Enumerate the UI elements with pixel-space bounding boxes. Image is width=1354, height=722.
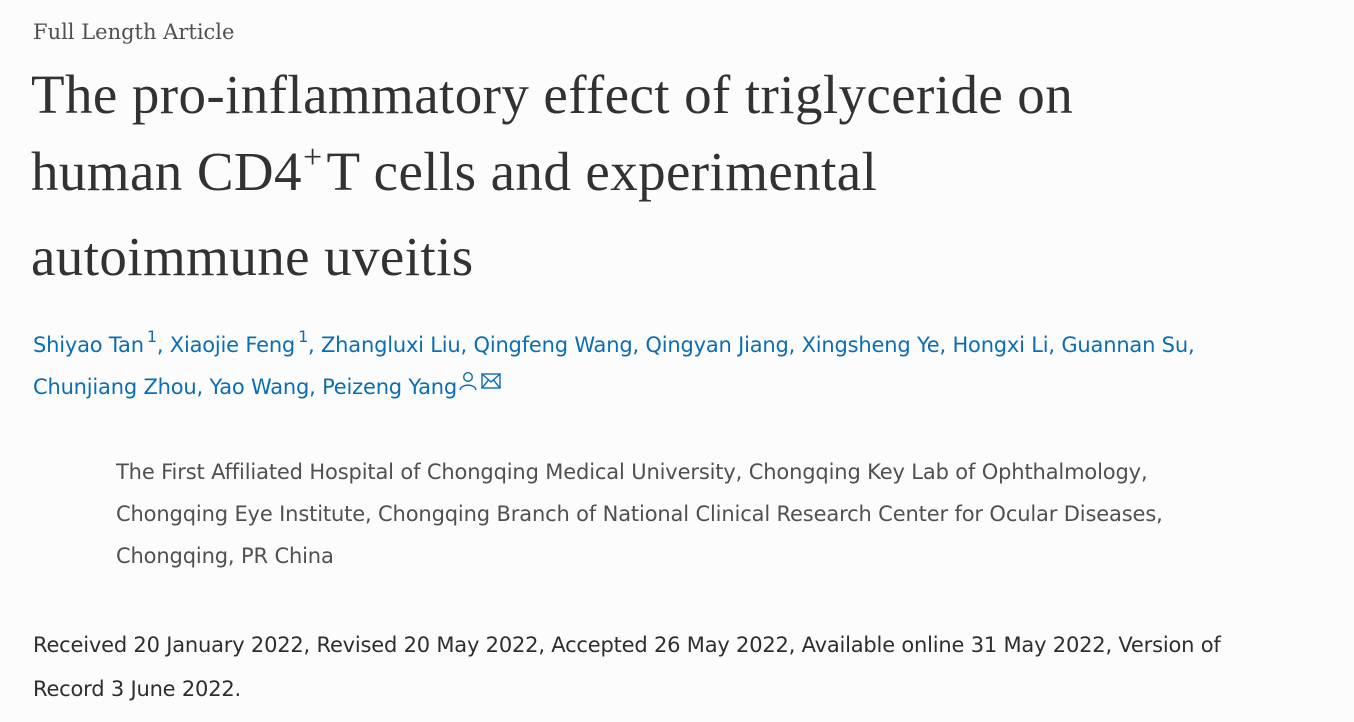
person-icon bbox=[457, 364, 479, 406]
author-link[interactable]: Guannan Su bbox=[1061, 333, 1188, 357]
title-line-2: human CD4+T cells and experimental bbox=[31, 133, 1331, 218]
title-line-1: The pro-inflammatory effect of triglycer… bbox=[31, 64, 1074, 125]
author-separator: , bbox=[1048, 333, 1062, 357]
affiliation: The First Affiliated Hospital of Chongqi… bbox=[116, 451, 1326, 577]
article-title: The pro-inflammatory effect of triglycer… bbox=[31, 56, 1331, 295]
author-separator: , bbox=[1187, 333, 1195, 357]
author-list: Shiyao Tan 1, Xiaojie Feng 1, Zhangluxi Li… bbox=[33, 324, 1343, 409]
author-line-1: Shiyao Tan 1, Xiaojie Feng 1, Zhangluxi Li… bbox=[33, 324, 1343, 366]
author-link[interactable]: Shiyao Tan 1 bbox=[33, 329, 157, 358]
author-separator: , bbox=[196, 375, 210, 399]
author-separator: , bbox=[460, 333, 474, 357]
author-link[interactable]: Yao Wang bbox=[209, 375, 310, 399]
author-link[interactable]: Zhangluxi Liu bbox=[321, 333, 461, 357]
author-link[interactable]: Xiaojie Feng 1 bbox=[169, 329, 308, 358]
author-separator: , bbox=[788, 333, 802, 357]
title-line-2-end: T cells and experimental bbox=[326, 141, 878, 202]
author-separator: , bbox=[309, 375, 323, 399]
article-type-label: Full Length Article bbox=[33, 20, 235, 44]
author-link[interactable]: Chunjiang Zhou bbox=[33, 375, 197, 399]
affiliation-line-2: Chongqing Eye Institute, Chongqing Branc… bbox=[116, 502, 1163, 526]
author-name: Peizeng Yang bbox=[322, 375, 458, 399]
envelope-icon[interactable] bbox=[479, 364, 503, 406]
corresponding-author-link[interactable]: Peizeng Yang bbox=[322, 371, 503, 399]
author-link[interactable]: Hongxi Li bbox=[952, 333, 1049, 357]
title-line-3: autoimmune uveitis bbox=[31, 226, 474, 287]
author-line-2: Chunjiang Zhou, Yao Wang, Peizeng Yang bbox=[33, 366, 1343, 409]
author-link[interactable]: Xingsheng Ye bbox=[801, 333, 940, 357]
publication-history: Received 20 January 2022, Revised 20 May… bbox=[33, 623, 1343, 711]
affiliation-line-1: The First Affiliated Hospital of Chongqi… bbox=[116, 460, 1148, 484]
author-separator: , bbox=[939, 333, 953, 357]
author-affiliation-marker: 1 bbox=[298, 327, 309, 346]
author-separator: , bbox=[308, 333, 321, 357]
author-name: Xiaojie Feng bbox=[169, 333, 296, 357]
affiliation-line-3: Chongqing, PR China bbox=[116, 544, 334, 568]
author-link[interactable]: Qingyan Jiang bbox=[645, 333, 789, 357]
history-line-1: Received 20 January 2022, Revised 20 May… bbox=[33, 633, 1221, 657]
author-link[interactable]: Qingfeng Wang bbox=[473, 333, 633, 357]
title-line-2-start: human CD4 bbox=[31, 141, 302, 202]
title-superscript: + bbox=[302, 139, 323, 176]
author-affiliation-marker: 1 bbox=[146, 327, 157, 346]
author-separator: , bbox=[156, 333, 170, 357]
author-name: Shiyao Tan bbox=[33, 333, 144, 357]
author-separator: , bbox=[632, 333, 646, 357]
history-line-2: Record 3 June 2022. bbox=[33, 677, 241, 701]
